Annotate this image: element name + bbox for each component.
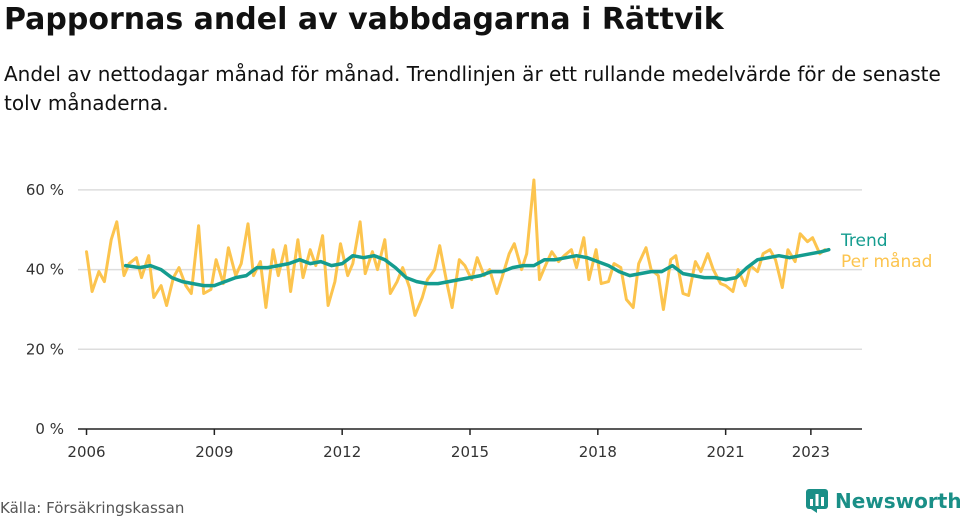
y-tick-label: 60 % xyxy=(26,181,64,199)
series-line-trend xyxy=(123,247,831,288)
y-tick-label: 0 % xyxy=(35,420,64,438)
x-tick-label: 2018 xyxy=(579,443,617,461)
axis-layer: 0 % 20 % 40 % 60 % 2006 2009 2012 2015 2018 2021 2… xyxy=(26,181,862,461)
x-tick-label: 2009 xyxy=(195,443,233,461)
brand-logo: Newsworthy xyxy=(806,489,960,513)
x-tick-label: 2012 xyxy=(323,443,361,461)
series-line-monthly xyxy=(85,178,827,317)
legend-label-monthly: Per månad xyxy=(841,251,932,272)
y-tick-label: 20 % xyxy=(26,340,64,358)
grid-layer xyxy=(78,189,862,351)
x-tick-label: 2021 xyxy=(707,443,745,461)
x-tick-label: 2023 xyxy=(792,443,830,461)
x-tick-label: 2015 xyxy=(451,443,489,461)
page-subtitle: Andel av nettodagar månad för månad. Tre… xyxy=(4,62,941,115)
page-title: Pappornas andel av vabbdagarna i Rättvik xyxy=(4,2,724,37)
series-layer xyxy=(85,178,831,317)
y-tick-label: 40 % xyxy=(26,261,64,279)
bar-chart-icon xyxy=(806,489,828,513)
x-tick-label: 2006 xyxy=(67,443,105,461)
source-note: Källa: Försäkringskassan xyxy=(0,499,185,517)
legend-label-trend: Trend xyxy=(840,231,888,251)
brand-name: Newsworthy xyxy=(835,489,960,513)
